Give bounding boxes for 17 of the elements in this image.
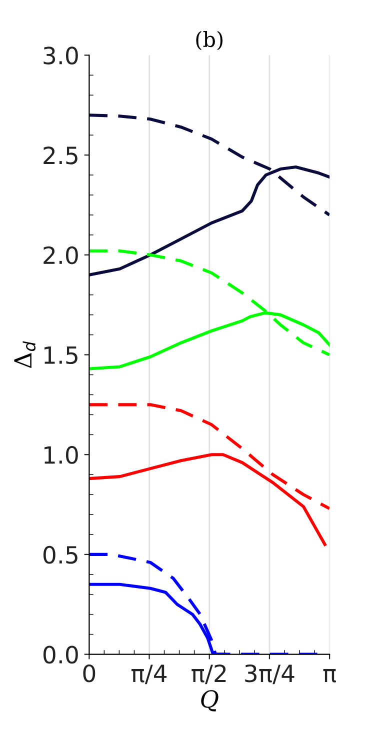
y-tick-label: 3.0 xyxy=(44,46,78,65)
y-tick-label: 0.0 xyxy=(43,646,78,664)
line-series xyxy=(89,453,326,546)
y-tick-label: 1.5 xyxy=(44,346,78,364)
y-tick-label: 2.0 xyxy=(44,246,78,264)
x-tick-label: π/4 xyxy=(132,664,167,684)
y-tick-label: 1.0 xyxy=(44,446,78,464)
y-tick-label: 0.5 xyxy=(43,546,78,564)
x-axis-title: Q xyxy=(201,690,218,712)
y-axis-title: Δ$_{d}$ xyxy=(14,341,36,368)
chart-title: (b) xyxy=(196,31,223,50)
y-tick-label: 2.5 xyxy=(44,146,78,164)
line-series xyxy=(89,403,330,510)
x-tick-label: π xyxy=(323,669,336,682)
x-tick-label: 3π/4 xyxy=(245,664,294,684)
x-tick-label: 0 xyxy=(83,664,96,682)
x-tick-label: π/2 xyxy=(192,664,226,684)
